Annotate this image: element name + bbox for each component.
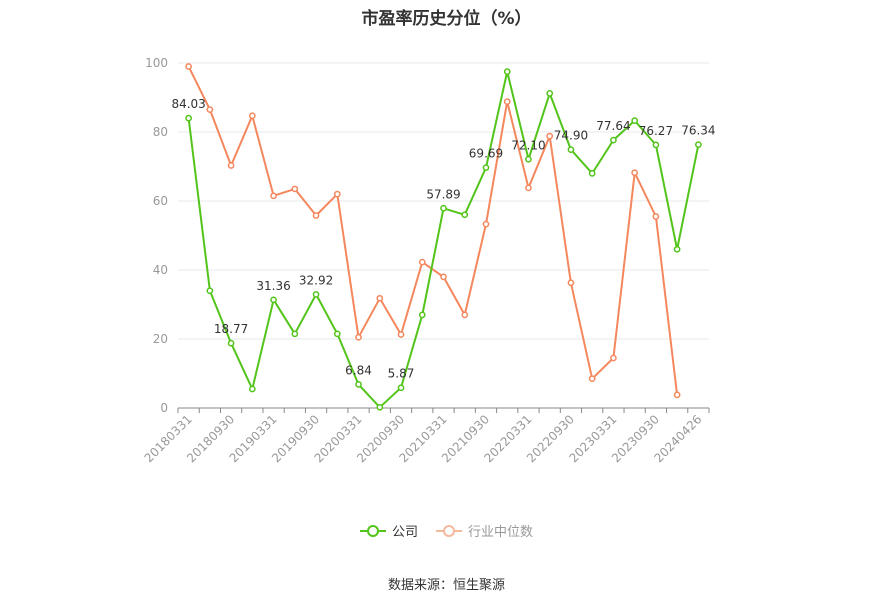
series-1-point — [461, 311, 469, 319]
series-0-point — [440, 204, 447, 212]
series-0-point — [333, 330, 341, 338]
series-1-point — [291, 185, 299, 193]
series-0-point — [206, 287, 214, 295]
y-tick-label: 100 — [145, 56, 168, 70]
series-line-1 — [187, 65, 679, 396]
series-0-point — [185, 114, 192, 122]
series-1-point — [227, 162, 235, 169]
data-label: 57.89 — [426, 187, 460, 201]
series-0-point — [567, 146, 575, 153]
data-label: 69.69 — [469, 147, 503, 161]
legend-item-company[interactable]: 公司 — [359, 521, 418, 540]
legend-company-icon — [359, 524, 386, 538]
series-1-point — [418, 258, 426, 266]
chart-title: 市盈率历史分位（%） — [361, 9, 532, 29]
legend-item-industry[interactable]: 行业中位数 — [436, 521, 533, 540]
series-0-point — [673, 245, 681, 253]
legend-industry-icon — [436, 524, 462, 538]
legend-industry-label: 行业中位数 — [468, 525, 534, 540]
series-1-point — [248, 112, 256, 120]
data-label: 76.27 — [639, 124, 673, 138]
legend-company-label: 公司 — [391, 525, 418, 540]
series-1-point — [673, 391, 681, 399]
data-label: 31.36 — [256, 279, 290, 293]
grid-lines — [178, 62, 709, 340]
data-label: 84.03 — [171, 97, 205, 111]
data-label: 72.10 — [511, 138, 545, 152]
data-label: 18.77 — [214, 322, 248, 336]
series-0-point — [461, 211, 469, 219]
data-label: 74.90 — [554, 129, 588, 143]
series-0-point — [610, 136, 617, 144]
series-0-point — [482, 164, 490, 171]
y-tick-label: 40 — [153, 263, 168, 277]
series-1-point — [376, 294, 384, 302]
data-label: 5.87 — [388, 367, 415, 381]
series-1-point — [546, 132, 554, 140]
series-0-point — [631, 117, 639, 124]
y-tick-label: 60 — [153, 194, 168, 208]
series-0-point — [418, 311, 426, 319]
series-0-point — [525, 155, 532, 163]
series-1-point — [206, 106, 214, 113]
series-0-point — [695, 141, 702, 148]
series-1-point — [312, 212, 320, 219]
series-0-point — [270, 296, 277, 304]
series-0-point — [376, 403, 384, 411]
series-lines — [185, 63, 702, 411]
series-1-point — [397, 331, 405, 338]
series-1-point — [567, 279, 575, 287]
series-1-point — [333, 190, 341, 198]
data-source-note: 数据来源：恒生聚源 — [387, 578, 505, 593]
series-0-point — [588, 170, 596, 177]
series-0-point — [397, 384, 405, 392]
series-1-point — [610, 354, 617, 362]
series-1-point — [652, 213, 660, 220]
y-tick-label: 0 — [160, 401, 168, 415]
series-0-point — [355, 381, 362, 388]
series-1-point — [440, 273, 447, 281]
data-label: 76.34 — [681, 124, 715, 138]
series-0-point — [312, 291, 320, 298]
series-1-point — [525, 184, 532, 192]
data-label: 32.92 — [299, 273, 333, 287]
series-1-point — [503, 98, 511, 105]
series-0-point — [291, 330, 299, 338]
series-0-point — [652, 141, 660, 149]
series-1-point — [482, 220, 490, 228]
series-0-point — [503, 68, 511, 75]
legend: 公司 行业中位数 — [0, 521, 893, 540]
series-1-point — [270, 192, 277, 200]
series-1-point — [355, 333, 362, 341]
y-tick-label: 80 — [153, 125, 168, 139]
data-labels: 84.03 18.77 31.36 32.92 6.84 5.87 57.89 69.69 72… — [171, 97, 715, 381]
data-label: 77.64 — [596, 119, 630, 133]
y-tick-label: 20 — [153, 332, 168, 346]
series-1-point — [185, 63, 192, 70]
series-0-point — [227, 339, 235, 347]
series-1-point — [631, 169, 639, 177]
series-1-point — [588, 375, 596, 383]
data-label: 6.84 — [345, 363, 372, 377]
series-0-point — [546, 90, 554, 97]
series-0-point — [248, 385, 256, 393]
